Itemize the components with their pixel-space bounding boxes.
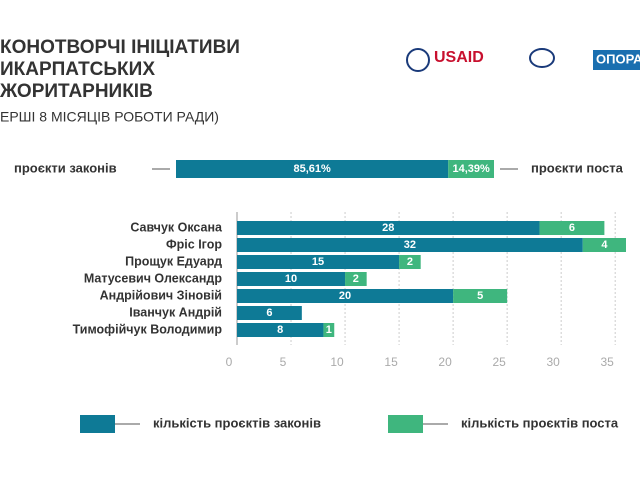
x-tick-label: 5	[280, 355, 287, 369]
legend-label: кількість проєктів поста	[461, 415, 619, 430]
legend-swatch	[388, 415, 423, 433]
value-label: 1	[326, 324, 332, 336]
value-label: 20	[339, 290, 351, 302]
value-label: 4	[601, 239, 608, 251]
x-tick-label: 25	[492, 355, 506, 369]
x-tick-label: 30	[546, 355, 560, 369]
category-label: Матусевич Олександр	[84, 271, 223, 285]
bar-segment	[539, 221, 605, 235]
bar-segment	[237, 289, 454, 303]
value-label: 2	[407, 256, 413, 268]
value-label: 8	[277, 324, 283, 336]
value-label: 6	[266, 307, 272, 319]
bar-segment	[345, 272, 367, 286]
category-label: Фріс Ігор	[166, 237, 222, 251]
legend-label: кількість проєктів законів	[153, 415, 321, 430]
x-tick-label: 10	[330, 355, 344, 369]
logo-opora: ОПОРА	[596, 51, 640, 66]
legend-swatch	[80, 415, 115, 433]
bar-segment	[453, 289, 508, 303]
x-tick-label: 15	[384, 355, 398, 369]
bar-segment	[237, 221, 540, 235]
bar-segment	[448, 160, 494, 178]
opora-bg	[593, 50, 640, 70]
value-label: 15	[312, 256, 324, 268]
value-label: 85,61%	[293, 163, 331, 175]
title-line: ЖОРИТАРНИКІВ	[0, 81, 153, 102]
category-label: Іванчук Андрій	[129, 305, 222, 319]
category-label: Савчук Оксана	[130, 220, 223, 234]
value-label: 32	[404, 239, 416, 251]
bar-segment	[237, 306, 302, 320]
value-label: 14,39%	[452, 163, 490, 175]
subtitle: ЕРШІ 8 МІСЯЦІВ РОБОТИ РАДИ)	[0, 109, 219, 125]
bar-segment	[237, 238, 583, 252]
series-label: проєкти законів	[14, 160, 117, 175]
bar-segment	[323, 323, 335, 337]
category-label: Андрійович Зіновій	[100, 288, 222, 302]
category-label: Прощук Едуард	[125, 254, 222, 268]
value-label: 10	[285, 273, 297, 285]
bar-segment	[582, 238, 626, 252]
bar-segment	[399, 255, 421, 269]
title-line: КОНОТВОРЧІ ІНІЦІАТИВИ	[0, 37, 240, 58]
x-tick-label: 0	[226, 355, 233, 369]
category-label: Тимофійчук Володимир	[73, 322, 223, 336]
bar-segment	[176, 160, 449, 178]
fund-logo	[529, 48, 555, 68]
value-label: 6	[569, 222, 575, 234]
bar-segment	[237, 255, 400, 269]
value-label: 2	[353, 273, 359, 285]
value-label: 5	[477, 290, 483, 302]
bar-segment	[237, 272, 346, 286]
bar-segment	[237, 323, 324, 337]
value-label: 28	[382, 222, 394, 234]
title-line: ИКАРПАТСЬКИХ	[0, 59, 155, 80]
logo-usaid: USAID	[434, 49, 484, 66]
x-tick-label: 35	[601, 355, 615, 369]
series-label: проєкти поста	[531, 160, 624, 175]
usaid-seal	[406, 48, 430, 72]
x-tick-label: 20	[438, 355, 452, 369]
